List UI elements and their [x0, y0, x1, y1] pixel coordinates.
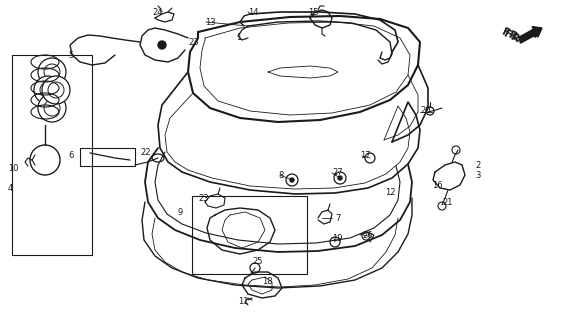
Text: 8: 8 — [278, 171, 283, 180]
Circle shape — [362, 232, 370, 240]
Text: 14: 14 — [248, 7, 258, 17]
Circle shape — [38, 94, 66, 122]
Circle shape — [365, 153, 375, 163]
Circle shape — [452, 146, 460, 154]
Text: 24: 24 — [152, 7, 162, 17]
Text: 21: 21 — [442, 197, 452, 206]
Circle shape — [42, 76, 70, 104]
Circle shape — [34, 76, 62, 104]
Circle shape — [30, 145, 60, 175]
Text: 15: 15 — [308, 7, 318, 17]
Text: 13: 13 — [205, 18, 215, 27]
Text: 10: 10 — [8, 164, 19, 172]
Text: 12: 12 — [385, 188, 396, 196]
Bar — [80, 148, 135, 166]
Circle shape — [38, 58, 66, 86]
Text: 1: 1 — [236, 33, 242, 42]
Circle shape — [426, 107, 434, 115]
Circle shape — [438, 202, 446, 210]
Bar — [192, 196, 307, 274]
Text: 2: 2 — [475, 161, 480, 170]
Circle shape — [338, 176, 342, 180]
Circle shape — [158, 41, 166, 49]
Circle shape — [330, 237, 340, 247]
Text: 20: 20 — [420, 106, 431, 115]
Circle shape — [40, 82, 56, 98]
Text: 16: 16 — [432, 180, 443, 189]
Text: 4: 4 — [8, 183, 13, 193]
Text: 6: 6 — [68, 150, 73, 159]
Text: 17: 17 — [360, 150, 371, 159]
Circle shape — [250, 263, 260, 273]
Text: 19: 19 — [332, 234, 342, 243]
Circle shape — [44, 64, 60, 80]
Circle shape — [290, 178, 294, 182]
Circle shape — [48, 82, 64, 98]
Text: 23: 23 — [198, 194, 208, 203]
Text: 5: 5 — [68, 51, 73, 60]
FancyArrow shape — [519, 27, 542, 43]
Text: 23: 23 — [188, 37, 198, 46]
Circle shape — [286, 174, 298, 186]
Circle shape — [334, 172, 346, 184]
Text: 3: 3 — [475, 171, 480, 180]
Circle shape — [44, 100, 60, 116]
Text: 27: 27 — [332, 167, 343, 177]
Text: 9: 9 — [178, 207, 183, 217]
Text: FR.: FR. — [500, 27, 523, 45]
Text: 25: 25 — [252, 258, 262, 267]
Text: 22: 22 — [140, 148, 151, 156]
Text: 11: 11 — [238, 298, 249, 307]
Text: 18: 18 — [262, 277, 272, 286]
Text: 7: 7 — [335, 213, 340, 222]
Text: FR.: FR. — [502, 29, 525, 47]
Bar — [12, 55, 92, 255]
Text: 26: 26 — [362, 230, 372, 239]
